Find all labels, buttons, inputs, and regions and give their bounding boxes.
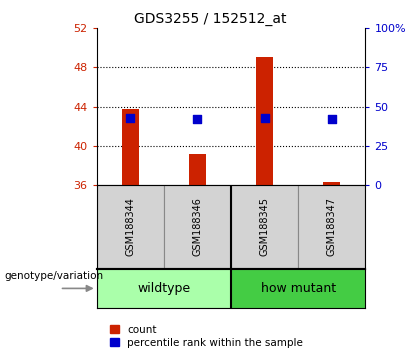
Text: GSM188346: GSM188346 xyxy=(192,198,202,256)
Bar xyxy=(97,185,164,269)
Bar xyxy=(323,182,340,185)
Bar xyxy=(189,154,206,185)
Bar xyxy=(122,109,139,185)
Point xyxy=(127,115,134,121)
Bar xyxy=(97,269,231,308)
Text: GDS3255 / 152512_at: GDS3255 / 152512_at xyxy=(134,12,286,27)
Point xyxy=(328,116,335,122)
Bar xyxy=(256,57,273,185)
Legend: count, percentile rank within the sample: count, percentile rank within the sample xyxy=(110,325,303,348)
Text: GSM188345: GSM188345 xyxy=(260,198,270,256)
Text: GSM188344: GSM188344 xyxy=(125,198,135,256)
Text: how mutant: how mutant xyxy=(261,282,336,295)
Point xyxy=(261,115,268,121)
Bar xyxy=(231,185,298,269)
Text: GSM188347: GSM188347 xyxy=(327,198,337,256)
Bar xyxy=(298,185,365,269)
Bar xyxy=(231,269,365,308)
Point xyxy=(194,116,201,122)
Text: wildtype: wildtype xyxy=(137,282,190,295)
Text: genotype/variation: genotype/variation xyxy=(4,271,103,281)
Bar xyxy=(164,185,231,269)
